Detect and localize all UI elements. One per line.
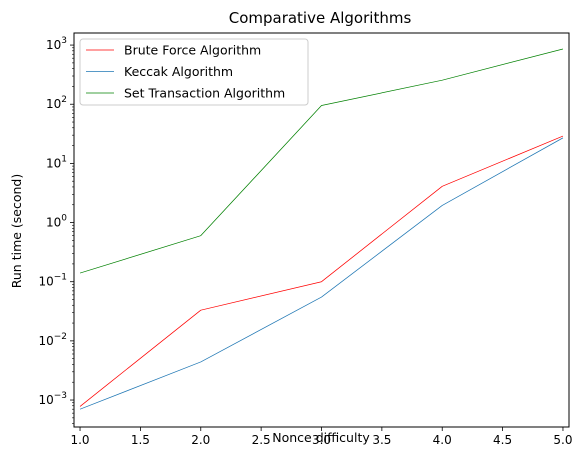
x-tick-label: 2.0 — [191, 433, 210, 447]
y-tick-label: 10−3 — [38, 391, 67, 407]
x-tick-label: 5.0 — [553, 433, 572, 447]
series-line-3 — [79, 48, 564, 274]
series-layer — [79, 48, 564, 410]
x-tick-label: 4.5 — [493, 433, 512, 447]
chart-title: Comparative Algorithms — [229, 9, 412, 27]
y-tick-label: 100 — [46, 214, 67, 230]
x-tick-label: 3.0 — [312, 433, 331, 447]
series-line-2 — [79, 137, 564, 410]
y-tick-label: 103 — [46, 36, 67, 52]
y-axis: 10−3 10−2 10−1 100 101 102 103 — [38, 36, 74, 424]
x-tick-label: 1.0 — [70, 433, 89, 447]
y-tick-label: 10−1 — [38, 273, 67, 289]
legend-label: Keccak Algorithm — [124, 64, 233, 79]
x-tick-label: 3.5 — [372, 433, 391, 447]
x-tick-label: 2.5 — [252, 433, 271, 447]
legend-label: Brute Force Algorithm — [124, 43, 261, 58]
x-tick-label: 1.5 — [131, 433, 150, 447]
legend-label: Set Transaction Algorithm — [124, 86, 285, 101]
y-tick-label: 101 — [46, 154, 67, 170]
legend-box — [79, 38, 309, 106]
x-axis: 1.0 1.5 2.0 2.5 3.0 3.5 4.0 4.5 5.0 — [70, 427, 573, 447]
y-tick-label: 102 — [46, 95, 67, 111]
y-axis-label: Run time (second) — [9, 174, 24, 289]
legend: Brute Force Algorithm Keccak Algorithm Set… — [79, 38, 309, 106]
x-axis-label: Nonce difficulty — [272, 430, 370, 445]
series-line-1 — [79, 135, 564, 407]
y-tick-label: 10−2 — [38, 332, 67, 348]
x-tick-label: 4.0 — [433, 433, 452, 447]
